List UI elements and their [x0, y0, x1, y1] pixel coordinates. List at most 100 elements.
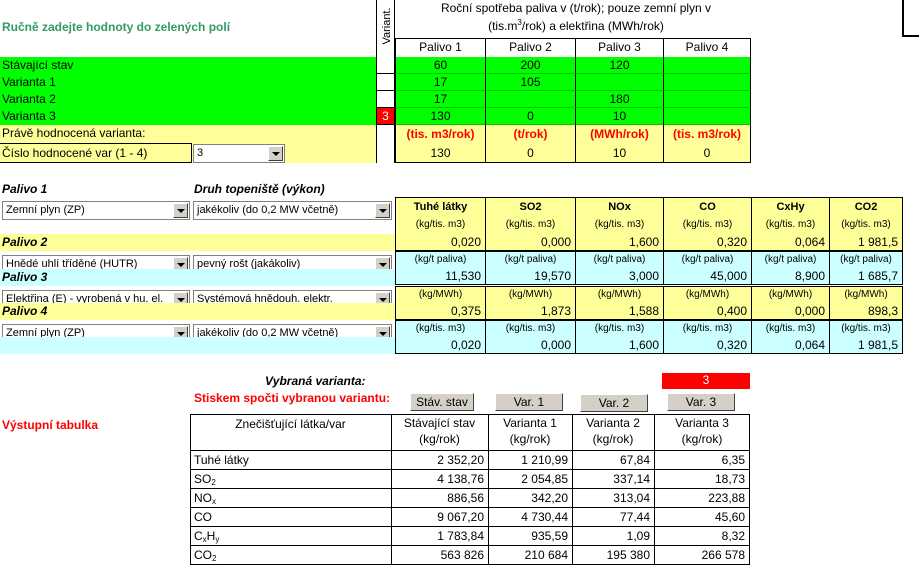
factor-unit: (kg/MWh)	[485, 286, 575, 303]
input-cell[interactable]: 180	[575, 91, 663, 108]
compute-label: Stiskem spočti vybranou variantu:	[194, 391, 391, 405]
evaluated-label: Právě hodnocená varianta:	[2, 126, 146, 140]
factor-value: 1 981,5	[829, 234, 903, 251]
evaluated-unit: (t/rok)	[485, 125, 575, 144]
input-row-bg	[0, 91, 376, 108]
factor-unit: (kg/t paliva)	[485, 251, 575, 268]
variant-marker	[376, 91, 395, 108]
output-cell: 886,56	[391, 488, 488, 507]
input-cell[interactable]: 60	[395, 57, 485, 74]
factor-unit: (kg/t paliva)	[829, 251, 903, 268]
output-cell: 2 352,20	[391, 450, 488, 469]
input-cell[interactable]: 200	[485, 57, 575, 74]
output-cell: 1,09	[572, 526, 654, 545]
output-cell: 6,35	[654, 450, 750, 469]
evaluated-label-bg	[0, 125, 376, 163]
input-row-bg	[0, 57, 376, 74]
pollutant-header: Tuhé látky	[395, 197, 485, 217]
input-cell[interactable]	[663, 91, 751, 108]
fuel-col-4: Palivo 4	[663, 38, 751, 57]
factor-unit: (kg/tis. m3)	[395, 217, 485, 234]
output-cell: 67,84	[572, 450, 654, 469]
evaluated-value: 0	[663, 144, 751, 163]
fuel-label-band	[0, 269, 395, 286]
fuel-select-value: Elektřina (E) - vyrobená v hu. el.	[6, 293, 164, 305]
output-cell: 313,04	[572, 488, 654, 507]
variant-number-label: Číslo hodnocené var (1 - 4)	[0, 143, 192, 163]
input-cell[interactable]: 130	[395, 108, 485, 125]
input-cell[interactable]: 17	[395, 74, 485, 91]
factor-unit: (kg/tis. m3)	[829, 320, 903, 337]
factor-unit: (kg/tis. m3)	[663, 320, 751, 337]
fuel-label: Palivo 2	[2, 235, 48, 249]
output-row-label: SO2	[190, 469, 391, 488]
factor-value: 0,000	[485, 337, 575, 354]
factor-value: 1 685,7	[829, 268, 903, 285]
input-cell[interactable]: 0	[485, 108, 575, 125]
button-variant-2[interactable]: Var. 2	[580, 394, 648, 412]
factor-value: 45,000	[663, 268, 751, 285]
input-cell[interactable]: 10	[575, 108, 663, 125]
fuel-select[interactable]: Zemní plyn (ZP)	[2, 201, 190, 220]
furnace-select-value: Systémová hnědouh. elektr.	[197, 293, 333, 305]
pollutant-header: CxHy	[751, 197, 829, 217]
input-cell[interactable]: 105	[485, 74, 575, 91]
output-title: Výstupní tabulka	[2, 418, 99, 432]
factor-unit: (kg/MWh)	[829, 286, 903, 303]
chevron-down-icon[interactable]	[375, 203, 390, 218]
factor-value: 0,320	[663, 337, 751, 354]
factor-value: 0,400	[663, 303, 751, 320]
variant-number-select[interactable]: 3	[193, 144, 285, 163]
input-cell[interactable]	[485, 91, 575, 108]
factor-unit: (kg/tis. m3)	[485, 217, 575, 234]
fuel-1-header: Palivo 1	[2, 182, 48, 196]
output-row-label: NOx	[190, 488, 391, 507]
button-variant-1[interactable]: Var. 1	[495, 393, 563, 411]
instruction-text: Ručně zadejte hodnoty do zelených polí	[2, 20, 231, 34]
fuel-col-3: Palivo 3	[575, 38, 663, 57]
output-cell: 1 210,99	[488, 450, 572, 469]
button-variant-3[interactable]: Var. 3	[667, 393, 735, 411]
input-cell[interactable]: 120	[575, 57, 663, 74]
output-cell: 1 783,84	[391, 526, 488, 545]
factor-unit: (kg/MWh)	[395, 286, 485, 303]
factor-value: 0,000	[485, 234, 575, 251]
output-cell: 935,59	[488, 526, 572, 545]
factor-unit: (kg/tis. m3)	[485, 320, 575, 337]
button-current-state[interactable]: Stáv. stav	[410, 393, 474, 411]
factor-unit: (kg/tis. m3)	[575, 217, 663, 234]
factor-value: 1,588	[575, 303, 663, 320]
output-header-col	[654, 414, 750, 450]
factor-value: 1,600	[575, 337, 663, 354]
input-cell[interactable]	[663, 74, 751, 91]
output-cell: 77,44	[572, 507, 654, 526]
variant-marker	[376, 57, 395, 74]
chevron-down-icon[interactable]	[173, 203, 188, 218]
factor-unit: (kg/t paliva)	[395, 251, 485, 268]
output-cell: 342,20	[488, 488, 572, 507]
chevron-down-icon[interactable]	[268, 146, 283, 161]
selected-variant-value: 3	[662, 373, 750, 389]
input-cell[interactable]: 17	[395, 91, 485, 108]
chevron-down-icon[interactable]	[173, 257, 188, 272]
output-header-col	[572, 414, 654, 450]
output-cell: 4 138,76	[391, 469, 488, 488]
factor-value: 0,020	[395, 337, 485, 354]
output-header-name: Varianta 3	[675, 416, 729, 430]
evaluated-unit: (tis. m3/rok)	[663, 125, 751, 144]
output-row-label: Tuhé látky	[190, 450, 391, 469]
fuel-select-value: Hnědé uhlí tříděné (HUTR)	[6, 258, 138, 270]
input-cell[interactable]	[663, 108, 751, 125]
factor-unit: (kg/MWh)	[575, 286, 663, 303]
input-row-label: Varianta 3	[2, 109, 56, 123]
furnace-select[interactable]: jakékoliv (do 0,2 MW včetně)	[193, 201, 392, 220]
output-row-label: CO	[190, 507, 391, 526]
variant-number-value: 3	[197, 147, 204, 159]
input-cell[interactable]	[663, 57, 751, 74]
factor-unit: (kg/tis. m3)	[829, 217, 903, 234]
pollutant-header: NOx	[575, 197, 663, 217]
variant-marker: 3	[376, 108, 395, 125]
output-cell: 195 380	[572, 545, 654, 564]
input-cell[interactable]	[575, 74, 663, 91]
factor-value: 0,064	[751, 234, 829, 251]
